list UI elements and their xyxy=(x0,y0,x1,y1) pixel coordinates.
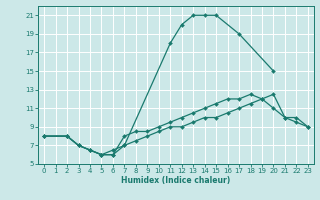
X-axis label: Humidex (Indice chaleur): Humidex (Indice chaleur) xyxy=(121,176,231,185)
